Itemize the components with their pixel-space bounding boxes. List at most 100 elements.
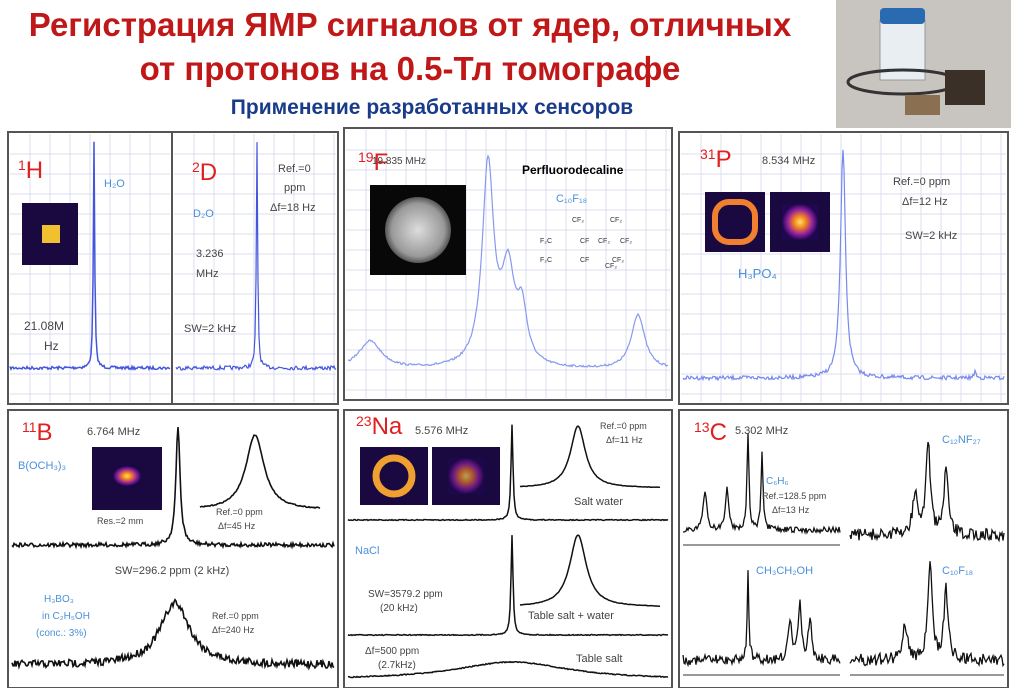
panel-frame	[7, 409, 339, 688]
label: D₂O	[193, 208, 214, 220]
label: H₃PO₄	[738, 266, 777, 281]
label: CF	[580, 238, 589, 245]
label: C₁₀F₁₈	[556, 193, 587, 205]
label: 5.302 MHz	[735, 425, 788, 437]
nucleus-label: 2D	[192, 159, 217, 186]
nucleus-label: 31P	[700, 146, 732, 173]
nucleus-label: 19F	[358, 149, 388, 176]
label: Δf=11 Hz	[606, 435, 643, 445]
label: Δf=240 Hz	[212, 625, 255, 635]
label: H₃BO₃	[44, 594, 74, 605]
mass-number: 23	[356, 413, 372, 429]
label: Salt water	[574, 496, 623, 508]
label: CF₂	[572, 217, 584, 224]
spectrum	[347, 660, 669, 679]
label: Ref.=0 ppm	[216, 507, 263, 517]
element-symbol: D	[200, 159, 217, 186]
image	[42, 225, 60, 243]
spectrum	[347, 154, 669, 368]
label: Δf=500 ppm	[365, 646, 419, 657]
label: C₆H₆	[766, 476, 789, 487]
element-symbol: B	[37, 419, 53, 446]
nucleus-label: 1H	[18, 157, 43, 184]
subtitle: Применение разработанных сенсоров	[231, 96, 633, 119]
label: Table salt	[576, 653, 622, 665]
label: (20 kHz)	[380, 603, 418, 614]
spectrum	[519, 534, 661, 607]
mass-number: 11	[22, 419, 37, 435]
label: (conc.: 3%)	[36, 628, 87, 639]
label: B(OCH₃)₃	[18, 460, 66, 472]
label: F₂C	[540, 257, 552, 264]
panel-frame	[678, 409, 1009, 688]
label: (2.7kHz)	[378, 660, 416, 671]
label: 5.576 MHz	[415, 425, 468, 437]
image	[782, 204, 818, 240]
nucleus-label: 11B	[22, 419, 53, 446]
label: 21.08M	[24, 319, 64, 333]
spectrum	[849, 561, 1005, 668]
spectrum	[199, 434, 321, 509]
element-symbol: Na	[372, 413, 403, 440]
title: от протонов на 0.5-Тл томографе	[140, 50, 681, 87]
label: Hz	[44, 339, 59, 353]
label: Ref.=0 ppm	[893, 176, 950, 188]
label: Δf=45 Hz	[218, 521, 256, 531]
label: SW=2 kHz	[184, 323, 236, 335]
label: 6.764 MHz	[87, 426, 140, 438]
label: SW=2 kHz	[905, 230, 957, 242]
mass-number: 1	[18, 157, 26, 173]
label: CF₂	[612, 257, 624, 264]
spectrum	[519, 425, 661, 489]
spectrum	[849, 441, 1005, 543]
element-symbol: F	[374, 149, 389, 176]
nucleus-label: 23Na	[356, 413, 403, 440]
label: Δf=18 Hz	[270, 202, 316, 214]
label: Perfluorodecaline	[522, 163, 624, 177]
label: Δf=12 Hz	[902, 196, 948, 208]
label: NaCl	[355, 545, 379, 557]
label: Ref.=128.5 ppm	[762, 491, 826, 501]
spectrum	[175, 142, 337, 372]
label: 8.534 MHz	[762, 155, 815, 167]
nucleus-label: 13C	[694, 419, 727, 446]
label: Δf=13 Hz	[772, 505, 810, 515]
label: CF₂	[620, 238, 632, 245]
panel-frame	[678, 131, 1009, 405]
label: CF₂	[598, 238, 610, 245]
label: C₁₂NF₂₇	[942, 434, 981, 446]
label: in C₂H₅OH	[42, 611, 90, 622]
mass-number: 13	[694, 419, 710, 435]
image	[385, 197, 451, 263]
element-symbol: H	[26, 157, 43, 184]
mass-number: 31	[700, 146, 716, 162]
photo	[836, 0, 1011, 128]
label: 19.835 MHz	[372, 156, 426, 167]
label: 3.236	[196, 248, 224, 260]
label: Ref.=0	[278, 163, 311, 175]
label: MHz	[196, 268, 219, 280]
spectrum	[682, 433, 841, 535]
label: H₂O	[104, 178, 125, 190]
spectrum	[347, 535, 669, 637]
spectrum	[682, 570, 841, 668]
image	[712, 199, 758, 245]
label: Ref.=0 ppm	[212, 611, 259, 621]
element-symbol: P	[716, 146, 732, 173]
spectrum	[347, 424, 669, 522]
mass-number: 2	[192, 159, 200, 175]
image	[448, 458, 484, 494]
label: CH₃CH₂OH	[756, 565, 813, 577]
label: CF₂	[610, 217, 622, 224]
label: F₂C	[540, 238, 552, 245]
label: ppm	[284, 182, 305, 194]
spectrum	[682, 149, 1005, 382]
spectrum	[11, 426, 335, 550]
label: Res.=2 mm	[97, 516, 143, 526]
panel-frame	[171, 131, 339, 405]
image	[372, 454, 416, 498]
label: CF	[580, 257, 589, 264]
spectrum	[9, 141, 171, 372]
label: SW=296.2 ppm (2 kHz)	[115, 565, 230, 577]
